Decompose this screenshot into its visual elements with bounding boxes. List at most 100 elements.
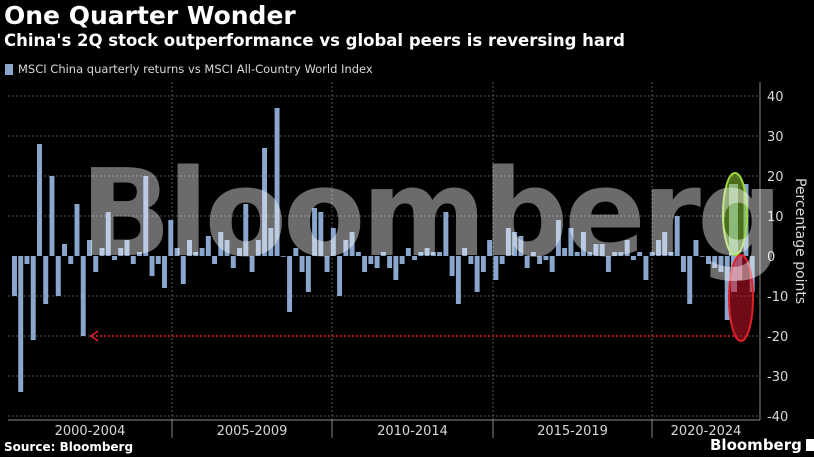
data-bar bbox=[155, 256, 161, 264]
data-bar bbox=[55, 256, 61, 296]
data-bar bbox=[368, 256, 374, 264]
data-bar bbox=[68, 256, 74, 264]
x-period-label: 2010-2014 bbox=[377, 424, 448, 439]
data-bar bbox=[230, 256, 236, 268]
y-tick-label: 10 bbox=[767, 210, 784, 225]
data-bar bbox=[555, 220, 561, 256]
y-tick-label: 40 bbox=[767, 90, 784, 105]
data-bar bbox=[568, 228, 574, 256]
data-bar bbox=[662, 232, 668, 256]
data-bar bbox=[499, 256, 505, 264]
data-bar bbox=[380, 252, 386, 256]
data-bar bbox=[337, 256, 343, 296]
data-bar bbox=[343, 240, 349, 256]
data-bar bbox=[105, 212, 111, 256]
data-bar bbox=[124, 240, 130, 256]
data-bar bbox=[712, 256, 718, 268]
data-bar bbox=[130, 256, 136, 264]
data-bar bbox=[474, 256, 480, 292]
data-bar bbox=[612, 252, 618, 256]
data-bar bbox=[418, 252, 424, 256]
data-bar bbox=[262, 148, 268, 256]
chart-legend: MSCI China quarterly returns vs MSCI All… bbox=[5, 62, 373, 76]
data-bar bbox=[493, 256, 499, 280]
data-bar bbox=[455, 256, 461, 304]
data-bar bbox=[268, 228, 274, 256]
data-bar bbox=[99, 248, 105, 256]
data-bar bbox=[62, 244, 67, 256]
y-tick-label: -30 bbox=[767, 370, 788, 385]
data-bar bbox=[405, 248, 411, 256]
data-bar bbox=[624, 240, 630, 256]
data-bar bbox=[318, 212, 324, 256]
data-bar bbox=[255, 240, 261, 256]
chart-title: One Quarter Wonder bbox=[4, 1, 296, 30]
data-bar bbox=[118, 248, 124, 256]
data-bar bbox=[374, 256, 380, 268]
brand-logo: Bloomberg bbox=[710, 436, 814, 454]
data-bar bbox=[680, 256, 686, 272]
data-bar bbox=[630, 256, 636, 260]
data-bar bbox=[668, 252, 674, 256]
terminal-icon bbox=[805, 439, 814, 451]
data-bar bbox=[305, 256, 311, 292]
data-bar bbox=[187, 240, 193, 256]
data-bar bbox=[537, 256, 543, 264]
data-bar bbox=[87, 240, 92, 256]
data-bar bbox=[143, 176, 149, 256]
data-bar bbox=[212, 256, 218, 264]
data-bar bbox=[487, 240, 493, 256]
legend-swatch bbox=[5, 63, 13, 75]
data-bar bbox=[443, 212, 449, 256]
data-bar bbox=[205, 236, 211, 256]
data-bar bbox=[449, 256, 455, 276]
data-bar bbox=[430, 252, 436, 256]
data-bar bbox=[512, 232, 518, 256]
data-bar bbox=[505, 228, 511, 256]
data-bar bbox=[462, 248, 468, 256]
highlight-ellipse-down bbox=[728, 254, 754, 342]
y-tick-label: 0 bbox=[767, 250, 775, 265]
y-tick-label: -10 bbox=[767, 290, 788, 305]
data-bar bbox=[299, 256, 305, 272]
data-bar bbox=[137, 252, 142, 256]
data-bar bbox=[468, 256, 474, 264]
data-bar bbox=[480, 256, 486, 272]
data-bar bbox=[355, 252, 361, 256]
data-bar bbox=[562, 248, 568, 256]
data-bar bbox=[162, 256, 167, 288]
data-bar bbox=[387, 256, 393, 268]
data-bar bbox=[218, 232, 224, 256]
data-bar bbox=[599, 244, 605, 256]
data-bar bbox=[399, 256, 405, 264]
source-note: Source: Bloomberg bbox=[4, 440, 134, 454]
x-period-label: 2020-2024 bbox=[671, 424, 742, 439]
data-bar bbox=[643, 256, 649, 280]
data-bar bbox=[699, 256, 705, 257]
data-bar bbox=[587, 252, 593, 256]
brand-name: Bloomberg bbox=[710, 436, 802, 454]
data-bar bbox=[693, 240, 699, 256]
data-bar bbox=[593, 244, 599, 256]
data-bar bbox=[605, 256, 611, 272]
data-bar bbox=[180, 256, 186, 284]
x-period-label: 2015-2019 bbox=[537, 424, 608, 439]
data-bar bbox=[93, 256, 99, 272]
data-bar bbox=[24, 256, 30, 264]
data-bar bbox=[574, 252, 580, 256]
y-tick-label: -20 bbox=[767, 330, 788, 345]
data-bar bbox=[112, 256, 117, 260]
data-bar bbox=[280, 256, 286, 257]
data-bar bbox=[705, 256, 711, 264]
data-bar bbox=[324, 256, 330, 272]
y-tick-label: 30 bbox=[767, 130, 784, 145]
data-bar bbox=[362, 256, 368, 272]
data-bar bbox=[424, 248, 430, 256]
data-bar bbox=[12, 256, 17, 296]
data-bar bbox=[649, 252, 655, 256]
data-bar bbox=[287, 256, 293, 312]
x-period-label: 2000-2004 bbox=[55, 424, 126, 439]
legend-label: MSCI China quarterly returns vs MSCI All… bbox=[18, 62, 373, 76]
x-period-label: 2005-2009 bbox=[217, 424, 288, 439]
